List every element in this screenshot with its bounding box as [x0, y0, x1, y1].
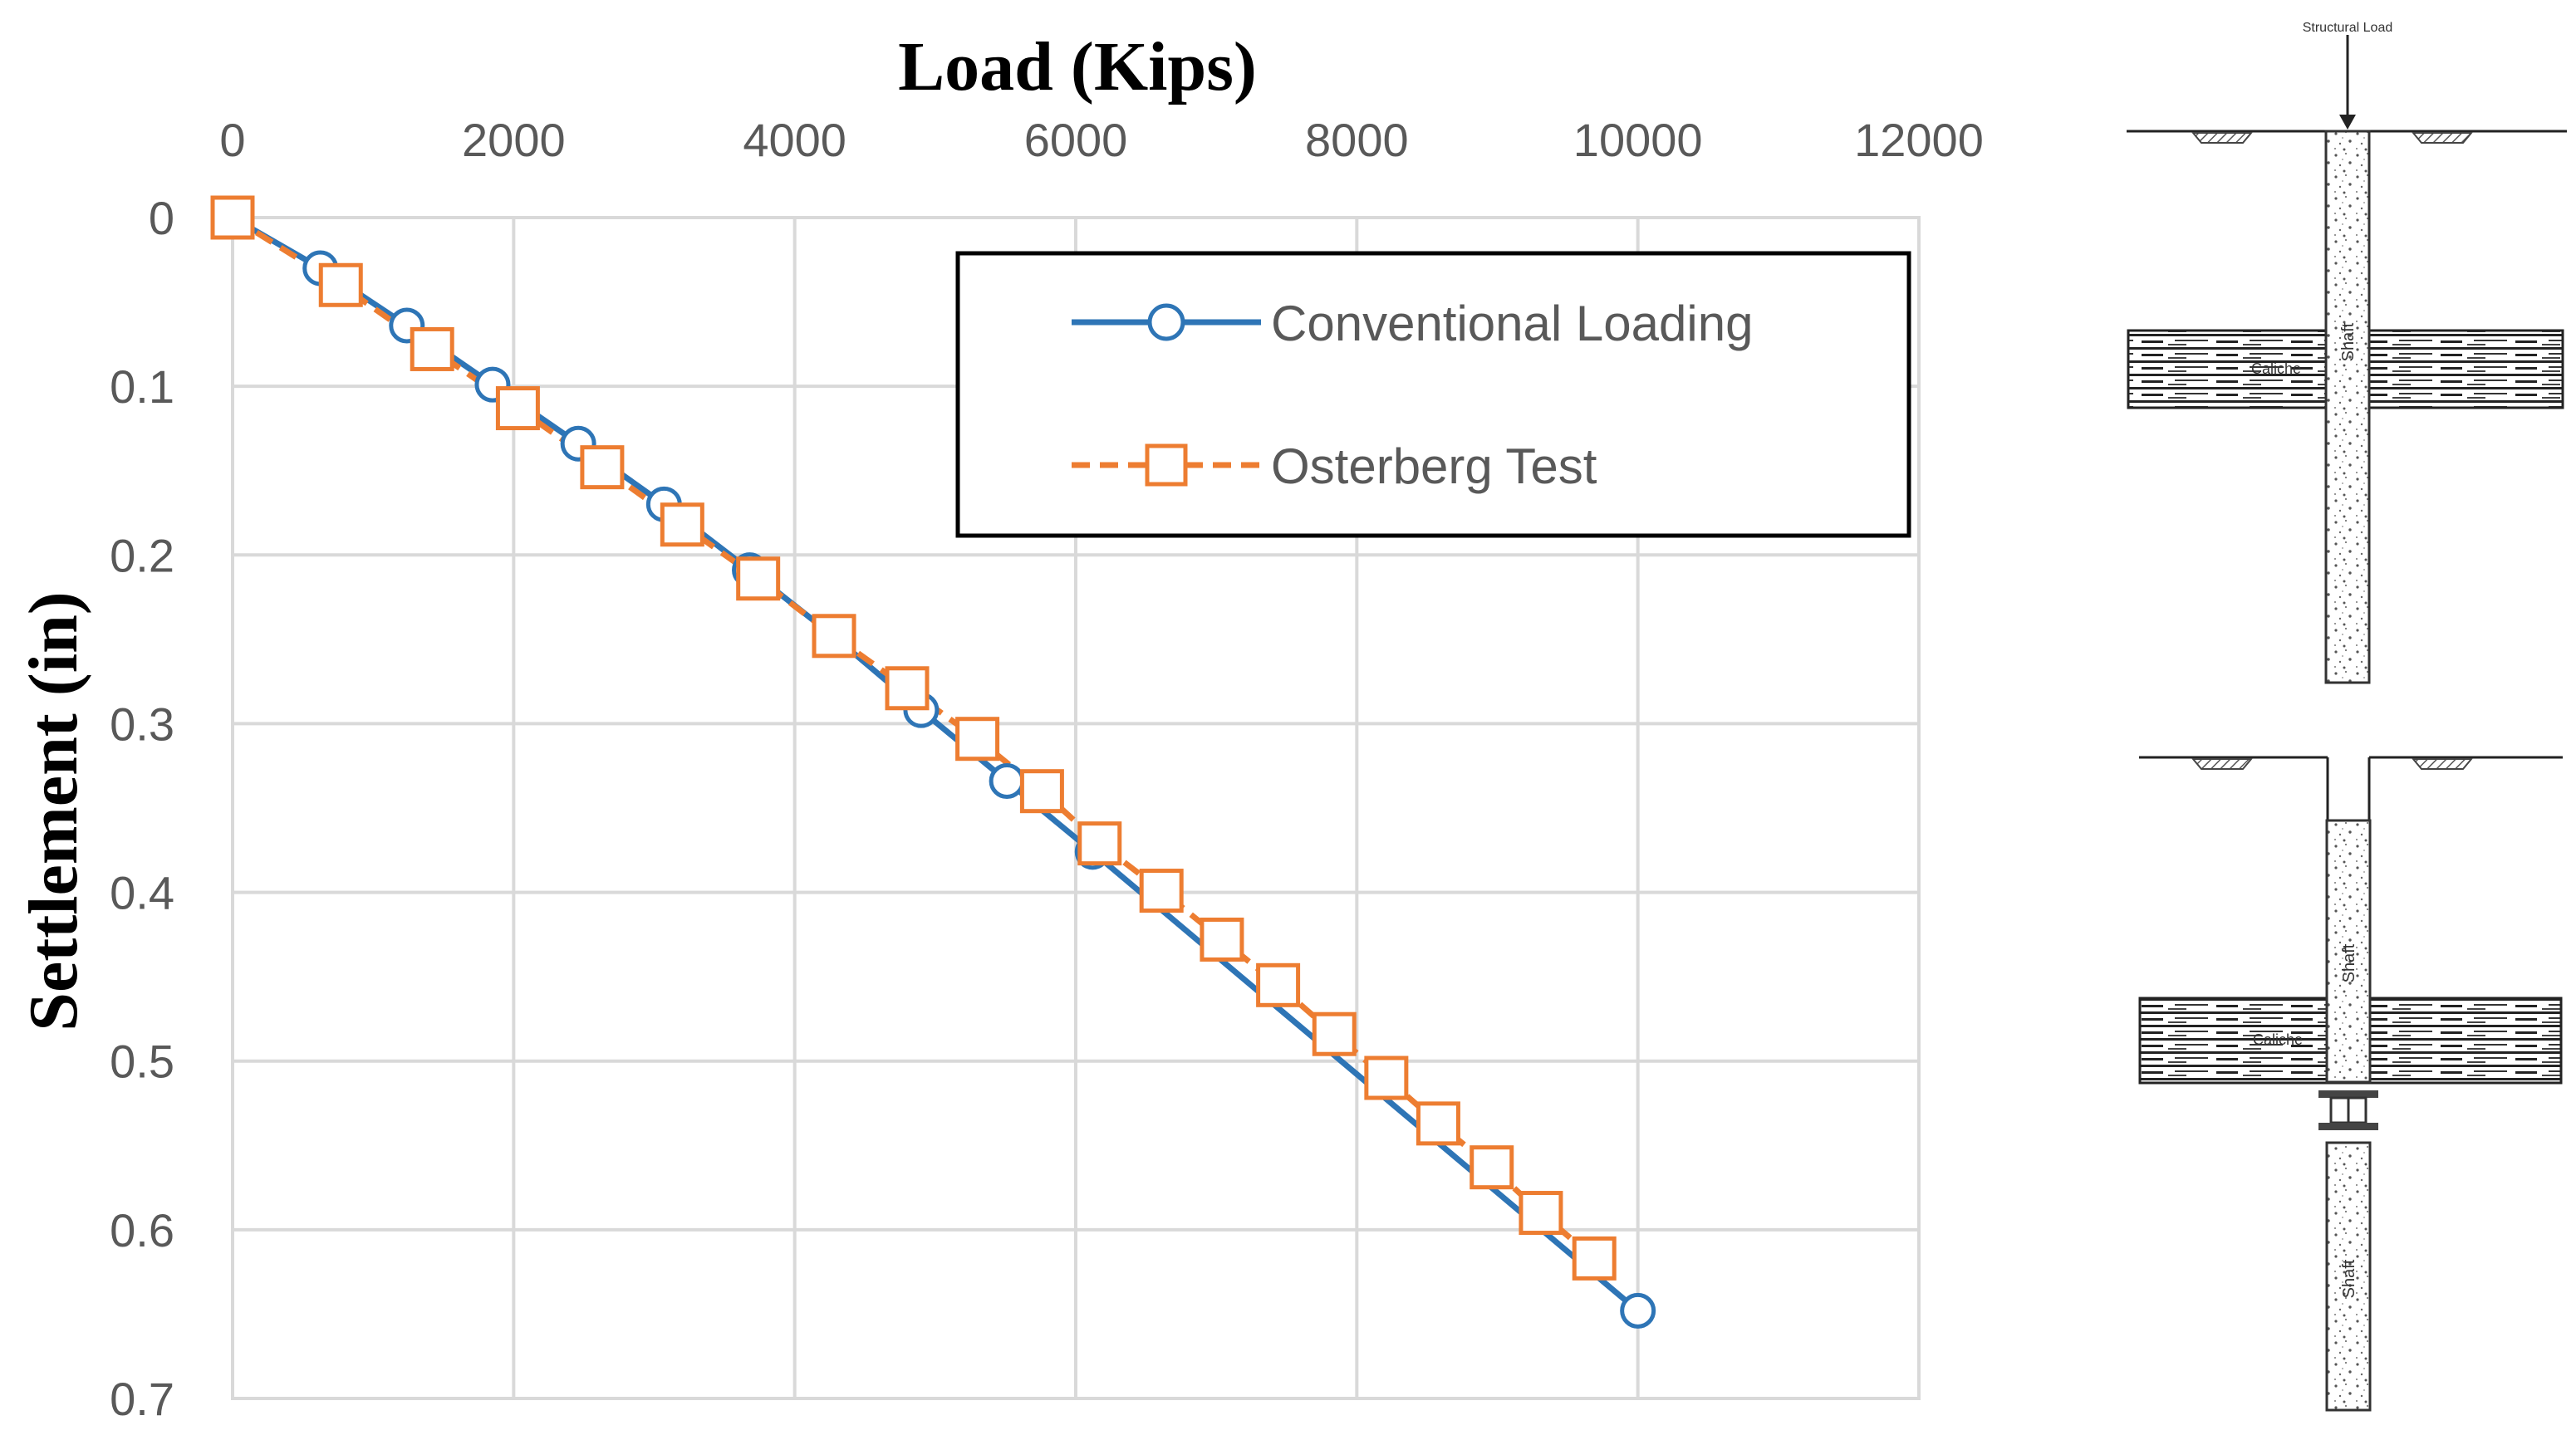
osterberg-cell	[2318, 1090, 2378, 1130]
lower-shaft	[2325, 1141, 2372, 1412]
upper-shaft-label: Shaft	[2340, 943, 2358, 982]
data-point-osterberg-test	[210, 195, 255, 240]
legend-label-conventional-loading: Conventional Loading	[1271, 296, 1753, 351]
legend-label-osterberg-test: Osterberg Test	[1271, 438, 1597, 494]
data-point-osterberg-test	[660, 502, 704, 547]
caliche-label: Caliche	[2253, 1031, 2303, 1048]
data-point-osterberg-test	[1312, 1011, 1357, 1056]
osterberg-cell-bottom-plate	[2318, 1123, 2378, 1130]
data-point-osterberg-test	[1200, 917, 1244, 962]
y-tick-label: 0.7	[110, 1373, 174, 1425]
y-tick-labels: 0 0.1 0.2 0.3 0.4 0.5 0.6 0.7	[110, 192, 174, 1425]
y-tick-label: 0	[149, 192, 174, 244]
y-tick-label: 0.6	[110, 1204, 174, 1256]
legend-entry-osterberg-test: Osterberg Test	[1072, 438, 1597, 494]
legend-box	[955, 251, 1911, 538]
osterberg-cell-top-plate	[2318, 1090, 2378, 1098]
load-arrow-head	[2339, 115, 2356, 130]
data-point-osterberg-test	[410, 326, 454, 371]
data-point-osterberg-test	[736, 556, 781, 601]
data-point-osterberg-test	[1519, 1191, 1563, 1236]
data-point-osterberg-test	[1470, 1145, 1514, 1190]
legend-marker-osterberg-test	[1145, 443, 1188, 487]
data-point-osterberg-test	[1364, 1055, 1409, 1100]
x-axis-title: Load (Kips)	[898, 28, 1257, 105]
soil-symbol-right	[2411, 132, 2474, 144]
data-point-osterberg-test	[1256, 962, 1301, 1007]
conventional-loading-diagram: Caliche Shaft Structural Load	[2127, 21, 2567, 684]
data-point-osterberg-test	[1139, 869, 1184, 913]
data-point-osterberg-test	[495, 386, 540, 431]
data-point-osterberg-test	[812, 614, 856, 659]
data-point-osterberg-test	[1572, 1236, 1617, 1281]
data-point-osterberg-test	[1416, 1101, 1460, 1146]
series-markers-osterberg-test	[210, 195, 1617, 1281]
data-point-osterberg-test	[1019, 769, 1064, 814]
legend-entry-conventional-loading: Conventional Loading	[1072, 296, 1753, 351]
y-tick-label: 0.5	[110, 1036, 174, 1088]
data-point-conventional-loading	[1620, 1292, 1656, 1329]
x-tick-label: 6000	[1024, 114, 1128, 166]
structural-load-label: Structural Load	[2303, 21, 2393, 35]
y-tick-label: 0.1	[110, 360, 174, 413]
x-tick-label: 10000	[1573, 114, 1703, 166]
y-axis-title: Settlement (in)	[15, 591, 92, 1031]
data-point-osterberg-test	[580, 445, 625, 490]
x-tick-label: 4000	[743, 114, 846, 166]
x-tick-labels: 0 2000 4000 6000 8000 10000 12000	[219, 114, 1983, 166]
shaft-label: Shaft	[2339, 322, 2358, 361]
osterberg-test-diagram: Caliche Shaft Shaft	[2138, 756, 2563, 1412]
soil-symbol-left	[2191, 758, 2254, 770]
legend-marker-conventional-loading	[1147, 303, 1185, 341]
x-tick-label: 2000	[462, 114, 566, 166]
data-point-osterberg-test	[955, 717, 1000, 762]
data-point-osterberg-test	[1077, 821, 1122, 866]
x-tick-label: 12000	[1854, 114, 1984, 166]
legend: Conventional Loading Osterberg Test	[955, 251, 1911, 538]
caliche-label: Caliche	[2251, 360, 2301, 377]
data-point-osterberg-test	[885, 666, 930, 711]
upper-shaft	[2325, 819, 2372, 1084]
data-point-osterberg-test	[318, 262, 363, 307]
y-tick-label: 0.2	[110, 529, 174, 581]
x-tick-label: 8000	[1305, 114, 1409, 166]
soil-symbol-right	[2411, 758, 2474, 770]
lower-shaft-label: Shaft	[2340, 1259, 2358, 1298]
y-tick-label: 0.3	[110, 698, 174, 750]
series-layer	[210, 195, 1656, 1329]
soil-symbol-left	[2191, 132, 2254, 144]
settlement-chart: 0 2000 4000 6000 8000 10000 12000 0 0.1 0.2 0.3 0.…	[15, 28, 1984, 1425]
x-tick-label: 0	[219, 114, 245, 166]
shaft	[2324, 130, 2371, 684]
y-tick-label: 0.4	[110, 867, 174, 919]
data-point-conventional-loading	[989, 762, 1025, 799]
